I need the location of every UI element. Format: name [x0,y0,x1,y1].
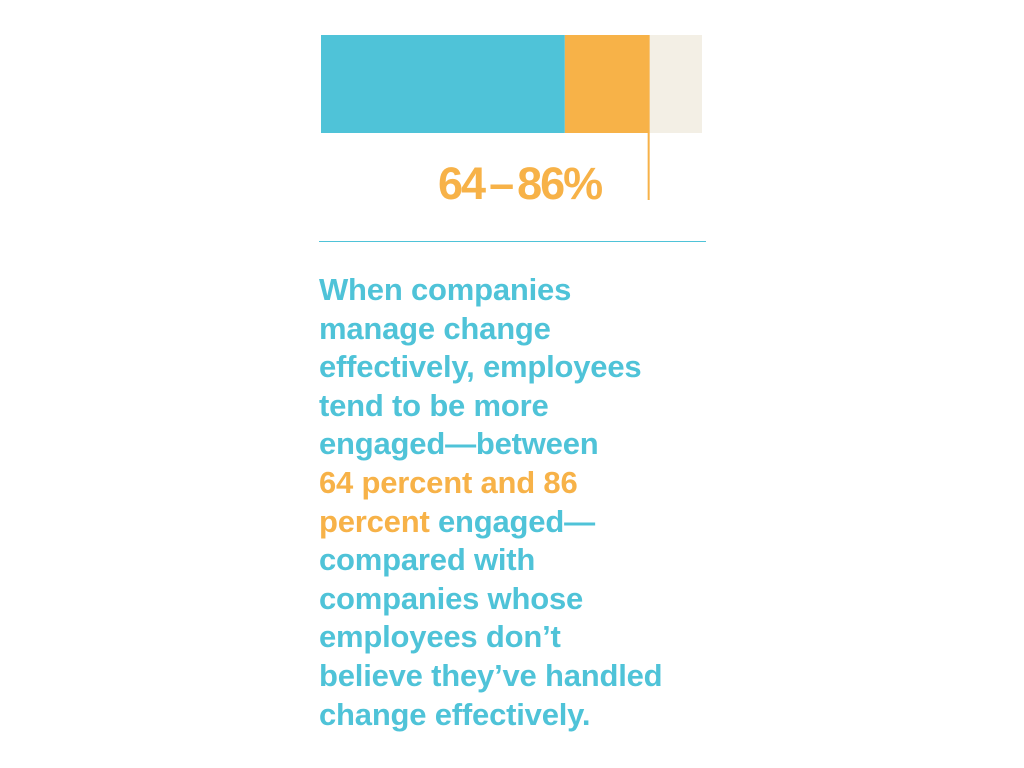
caption-line: companies whose [319,580,719,619]
caption-line: compared with [319,541,719,580]
stacked-range-bar-chart [321,35,702,200]
caption-segment: engaged—between [319,426,599,462]
caption-segment: change effectively. [319,696,591,732]
bar-segment-86-100 [648,35,702,133]
range-dash: – [489,158,514,209]
caption-line: believe they’ve handled [319,657,719,696]
caption-segment: effectively, employees [319,349,642,385]
caption-highlight: percent [319,503,430,539]
range-high-value: 86% [517,158,603,209]
caption-segment: employees don’t [319,619,561,655]
caption-segment: believe they’ve handled [319,657,663,693]
bar-segment-64-86 [564,35,649,133]
divider-line [319,241,706,242]
caption-line: When companies [319,271,719,310]
caption-text: When companies manage change effectively, … [319,271,719,734]
caption-segment: When companies [319,272,572,307]
caption-segment: tend to be more [319,387,549,423]
caption-line: manage change [319,310,719,349]
caption-line: engaged—between [319,425,719,464]
bar-segment-0-64 [321,35,565,133]
caption-segment: engaged— [429,503,595,539]
caption-line: effectively, employees [319,348,719,387]
caption-line: change effectively. [319,696,719,735]
caption-highlight: 64 percent and 86 [319,464,578,500]
range-label: 64–86% [438,158,644,210]
caption-segment: compared with [319,542,536,578]
caption-line: tend to be more [319,387,719,426]
caption-segment: companies whose [319,580,584,616]
range-low-value: 64 [438,158,486,209]
caption-line: 64 percent and 86 [319,464,719,503]
caption-line: percent engaged— [319,503,719,542]
caption-segment: manage change [319,310,551,346]
caption-line: employees don’t [319,618,719,657]
